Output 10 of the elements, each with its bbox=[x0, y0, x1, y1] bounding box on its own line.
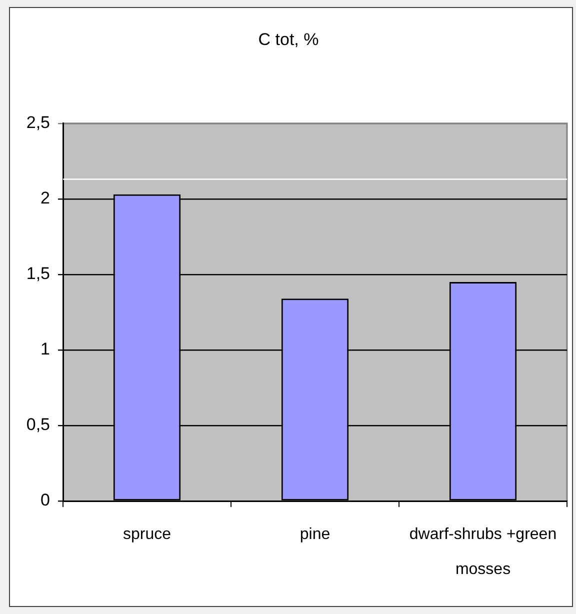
y-tick-label: 0 bbox=[40, 490, 50, 510]
y-tick-label: 2,5 bbox=[26, 113, 50, 132]
x-tick-label: dwarf-shrubs +green mosses bbox=[409, 526, 557, 578]
y-tick-label: 1 bbox=[40, 340, 50, 359]
y-tick-label: 0,5 bbox=[26, 415, 50, 434]
chart-title: C tot, % bbox=[258, 30, 319, 49]
y-tick-label: 2 bbox=[40, 188, 50, 208]
y-tick-label: 1,5 bbox=[26, 264, 50, 284]
x-tick-label: spruce bbox=[122, 526, 172, 544]
x-tick-label: pine bbox=[300, 526, 330, 544]
